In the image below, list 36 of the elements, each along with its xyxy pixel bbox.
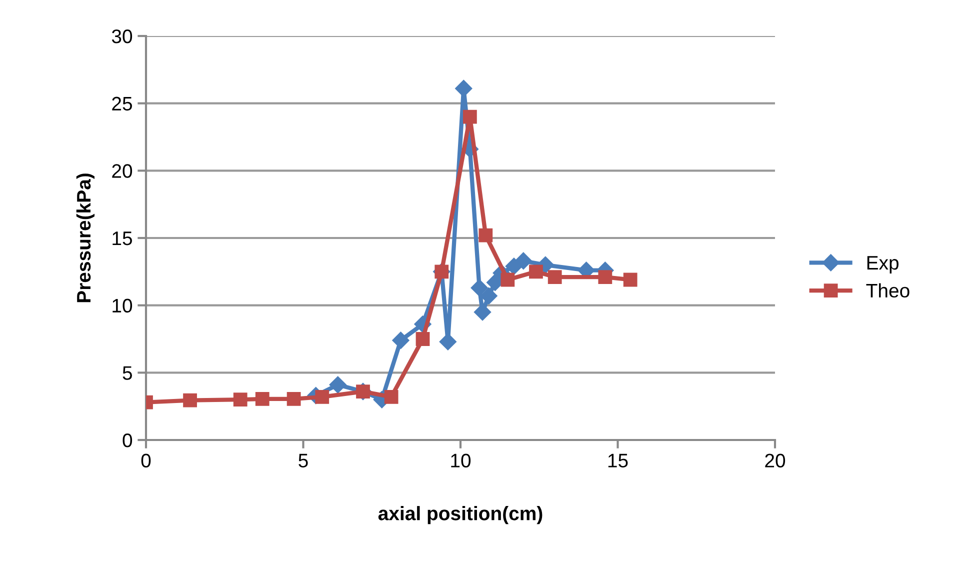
x-tick-label: 20 — [765, 454, 786, 468]
point — [529, 264, 543, 279]
y-tick-label: 15 — [112, 232, 132, 246]
x-axis-title: axial position(cm) — [378, 506, 542, 524]
point — [416, 332, 430, 346]
legend-label: Theo — [866, 283, 910, 298]
point — [462, 110, 477, 124]
point — [315, 390, 330, 404]
point — [548, 270, 562, 284]
point — [478, 228, 493, 242]
point — [470, 279, 488, 296]
point — [392, 332, 410, 349]
point — [598, 270, 612, 284]
y-tick-label: 30 — [112, 29, 132, 44]
x-tick-label: 10 — [451, 454, 471, 468]
y-axis-title: Pressure(kPa) — [76, 174, 95, 302]
point — [183, 393, 197, 408]
point — [384, 390, 398, 404]
y-tick-label: 10 — [112, 298, 132, 313]
point — [329, 376, 346, 394]
point — [286, 392, 301, 406]
point — [255, 392, 270, 406]
point — [500, 272, 515, 287]
point — [623, 272, 638, 287]
legend-label: Exp — [867, 256, 899, 274]
point — [480, 287, 498, 304]
y-tick-label: 20 — [112, 164, 132, 178]
x-tick-label: 5 — [298, 454, 308, 468]
point — [439, 333, 456, 350]
y-tick-label: 25 — [112, 96, 132, 111]
x-tick-label: 0 — [141, 454, 151, 468]
point — [233, 392, 248, 407]
x-tick-label: 15 — [608, 454, 628, 468]
point — [514, 252, 532, 270]
y-tick-label: 5 — [122, 366, 132, 380]
y-tick-label: 0 — [122, 433, 132, 448]
